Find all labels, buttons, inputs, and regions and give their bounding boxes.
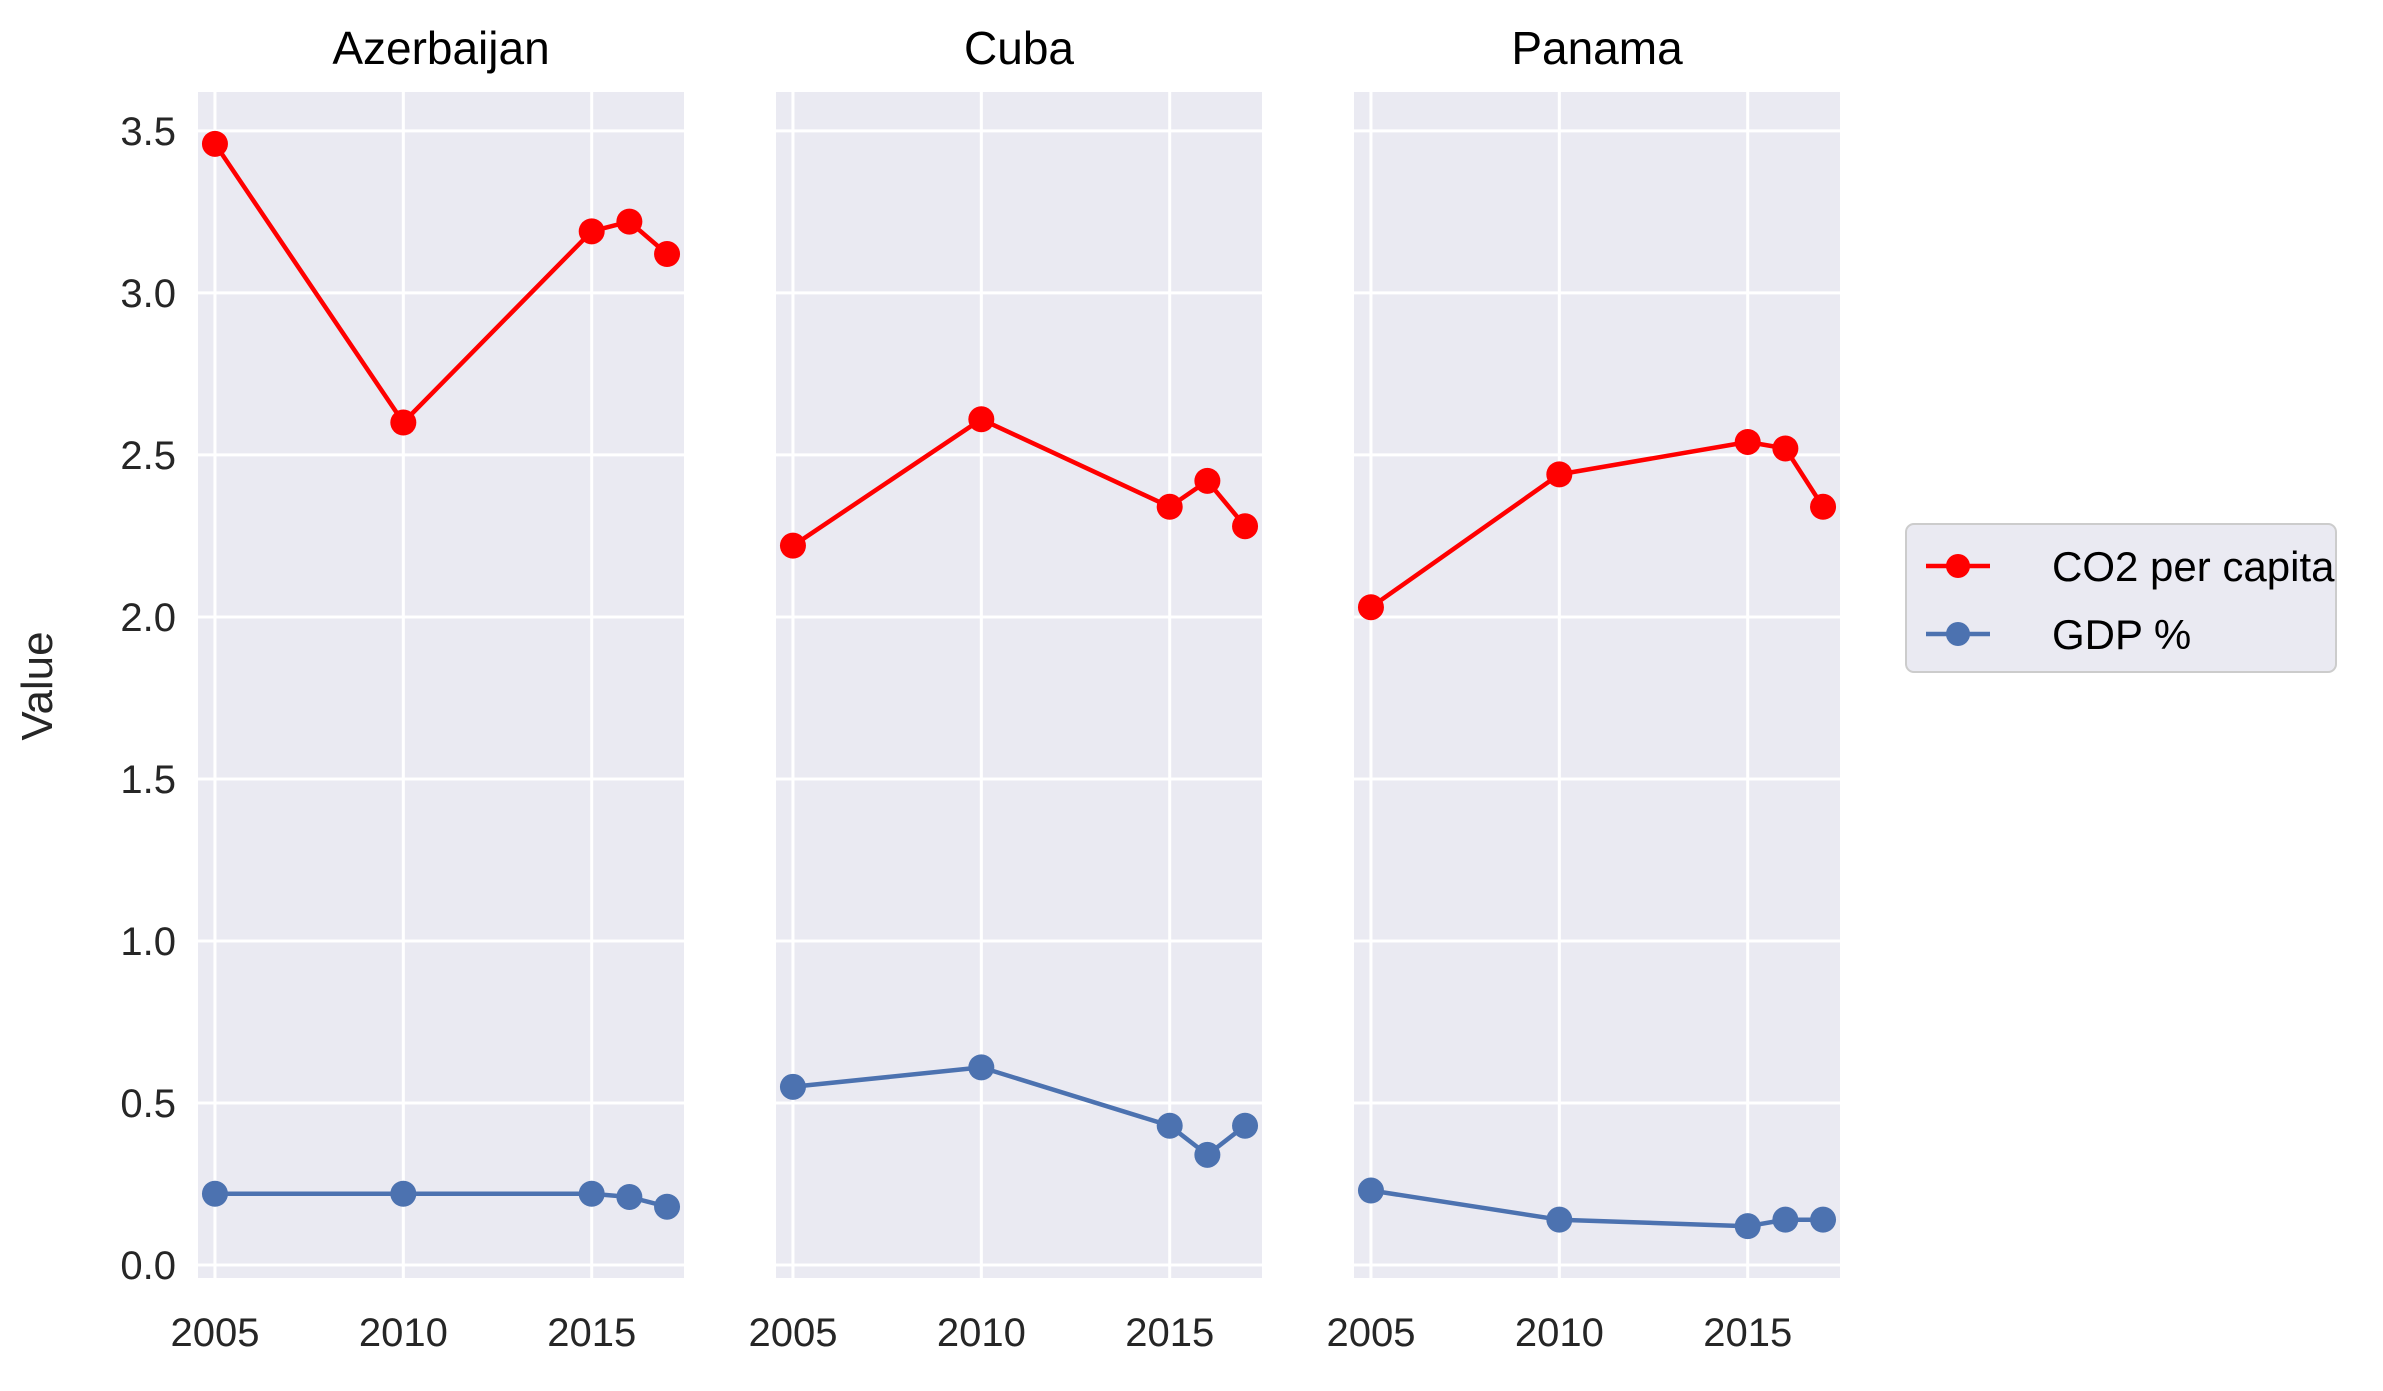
data-point — [390, 409, 417, 436]
y-tick-label: 3.5 — [120, 110, 176, 154]
data-point — [779, 532, 806, 559]
x-tick-label: 2010 — [359, 1311, 448, 1355]
y-tick-label: 0.0 — [120, 1244, 176, 1288]
x-tick-label: 2015 — [1125, 1311, 1214, 1355]
data-point — [1194, 1141, 1221, 1168]
y-tick-label: 0.5 — [120, 1082, 176, 1126]
data-point — [578, 1180, 605, 1207]
x-tick-label: 2010 — [1515, 1311, 1604, 1355]
data-point — [1357, 594, 1384, 621]
data-point — [1734, 428, 1761, 455]
data-point — [1546, 1206, 1573, 1233]
legend: CO2 per capita GDP % — [1905, 523, 2337, 673]
data-point — [1810, 493, 1837, 520]
facet-panel-azerbaijan: 0.0 0.5 1.0 1.5 2.0 2.5 3.0 3.5 2005 2010 2015 Azer… — [120, 22, 684, 1355]
x-tick-label: 2005 — [170, 1311, 259, 1355]
panel-title: Cuba — [964, 22, 1074, 74]
y-tick-label: 3.0 — [120, 272, 176, 316]
y-tick-label: 2.0 — [120, 596, 176, 640]
data-point — [968, 1054, 995, 1081]
legend-box — [1905, 523, 2337, 673]
panel-background — [198, 92, 684, 1278]
data-point — [1194, 467, 1221, 494]
legend-marker — [1946, 554, 1970, 578]
facet-panel-cuba: 2005 2010 2015 Cuba — [748, 22, 1262, 1355]
x-tick-label: 2015 — [547, 1311, 636, 1355]
data-point — [654, 241, 681, 268]
panel-background — [1354, 92, 1840, 1278]
data-point — [578, 218, 605, 245]
data-point — [1772, 435, 1799, 462]
x-tick-label: 2010 — [937, 1311, 1026, 1355]
y-tick-label: 2.5 — [120, 434, 176, 478]
panel-title: Azerbaijan — [332, 22, 549, 74]
data-point — [1546, 461, 1573, 488]
data-point — [201, 130, 228, 157]
data-point — [1156, 493, 1183, 520]
data-point — [616, 208, 643, 235]
data-point — [201, 1180, 228, 1207]
y-tick-label: 1.0 — [120, 920, 176, 964]
x-tick-label: 2005 — [748, 1311, 837, 1355]
data-point — [1734, 1213, 1761, 1240]
panel-title: Panama — [1511, 22, 1683, 74]
data-point — [616, 1183, 643, 1210]
data-point — [1357, 1177, 1384, 1204]
data-point — [1810, 1206, 1837, 1233]
facet-panels: 0.0 0.5 1.0 1.5 2.0 2.5 3.0 3.5 2005 2010 2015 Azer… — [120, 22, 1840, 1355]
data-point — [1156, 1112, 1183, 1139]
data-point — [1232, 1112, 1259, 1139]
legend-marker — [1946, 622, 1970, 646]
x-tick-label: 2015 — [1703, 1311, 1792, 1355]
legend-label: CO2 per capita — [2052, 543, 2335, 590]
data-point — [390, 1180, 417, 1207]
y-tick-label: 1.5 — [120, 758, 176, 802]
x-tick-label: 2005 — [1326, 1311, 1415, 1355]
data-point — [779, 1073, 806, 1100]
y-axis-label: Value — [13, 631, 62, 740]
data-point — [654, 1193, 681, 1220]
data-point — [1772, 1206, 1799, 1233]
data-point — [1232, 513, 1259, 540]
facet-panel-panama: 2005 2010 2015 Panama — [1326, 22, 1840, 1355]
data-point — [968, 406, 995, 433]
panel-background — [776, 92, 1262, 1278]
legend-label: GDP % — [2052, 611, 2191, 658]
